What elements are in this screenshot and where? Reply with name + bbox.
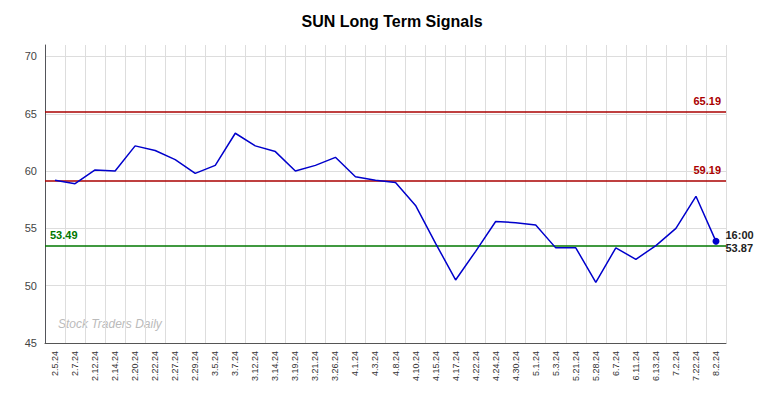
svg-text:65.19: 65.19 [693,95,721,107]
svg-text:4.10.24: 4.10.24 [411,351,421,381]
svg-text:2.29.24: 2.29.24 [190,351,200,381]
svg-text:4.8.24: 4.8.24 [391,351,401,376]
svg-text:3.26.24: 3.26.24 [330,351,340,381]
svg-text:6.13.24: 6.13.24 [651,351,661,381]
svg-text:2.5.24: 2.5.24 [50,351,60,376]
svg-text:3.19.24: 3.19.24 [290,351,300,381]
svg-text:4.22.24: 4.22.24 [471,351,481,381]
svg-text:2.7.24: 2.7.24 [70,351,80,376]
svg-text:5.3.24: 5.3.24 [551,351,561,376]
svg-text:6.11.24: 6.11.24 [631,351,641,380]
svg-text:16:00: 16:00 [725,229,753,241]
svg-text:Stock Traders Daily: Stock Traders Daily [58,317,163,331]
svg-text:53.87: 53.87 [725,242,753,254]
svg-text:7.22.24: 7.22.24 [691,351,701,381]
svg-text:3.7.24: 3.7.24 [230,351,240,376]
svg-text:2.22.24: 2.22.24 [150,351,160,381]
svg-text:4.1.24: 4.1.24 [350,351,360,376]
svg-text:45: 45 [25,337,37,349]
svg-text:4.3.24: 4.3.24 [370,351,380,376]
svg-text:4.30.24: 4.30.24 [511,351,521,381]
svg-text:SUN Long Term Signals: SUN Long Term Signals [301,13,482,30]
svg-text:3.14.24: 3.14.24 [270,351,280,381]
svg-text:55: 55 [25,222,37,234]
svg-text:59.19: 59.19 [693,164,721,176]
svg-text:3.5.24: 3.5.24 [210,351,220,376]
svg-text:2.14.24: 2.14.24 [110,351,120,381]
svg-text:65: 65 [25,108,37,120]
svg-text:3.12.24: 3.12.24 [250,351,260,381]
svg-text:50: 50 [25,280,37,292]
svg-text:8.2.24: 8.2.24 [711,351,721,376]
svg-text:5.21.24: 5.21.24 [571,351,581,381]
svg-text:53.49: 53.49 [50,229,78,241]
svg-text:5.1.24: 5.1.24 [531,351,541,376]
svg-text:6.7.24: 6.7.24 [611,351,621,376]
svg-text:60: 60 [25,165,37,177]
svg-text:4.17.24: 4.17.24 [451,351,461,381]
svg-text:2.12.24: 2.12.24 [90,351,100,381]
svg-text:5.28.24: 5.28.24 [591,351,601,381]
svg-text:3.21.24: 3.21.24 [310,351,320,381]
svg-text:2.20.24: 2.20.24 [130,351,140,381]
svg-text:2.27.24: 2.27.24 [170,351,180,381]
svg-text:70: 70 [25,50,37,62]
svg-text:4.24.24: 4.24.24 [491,351,501,381]
svg-text:4.15.24: 4.15.24 [431,351,441,381]
svg-text:7.2.24: 7.2.24 [671,351,681,376]
